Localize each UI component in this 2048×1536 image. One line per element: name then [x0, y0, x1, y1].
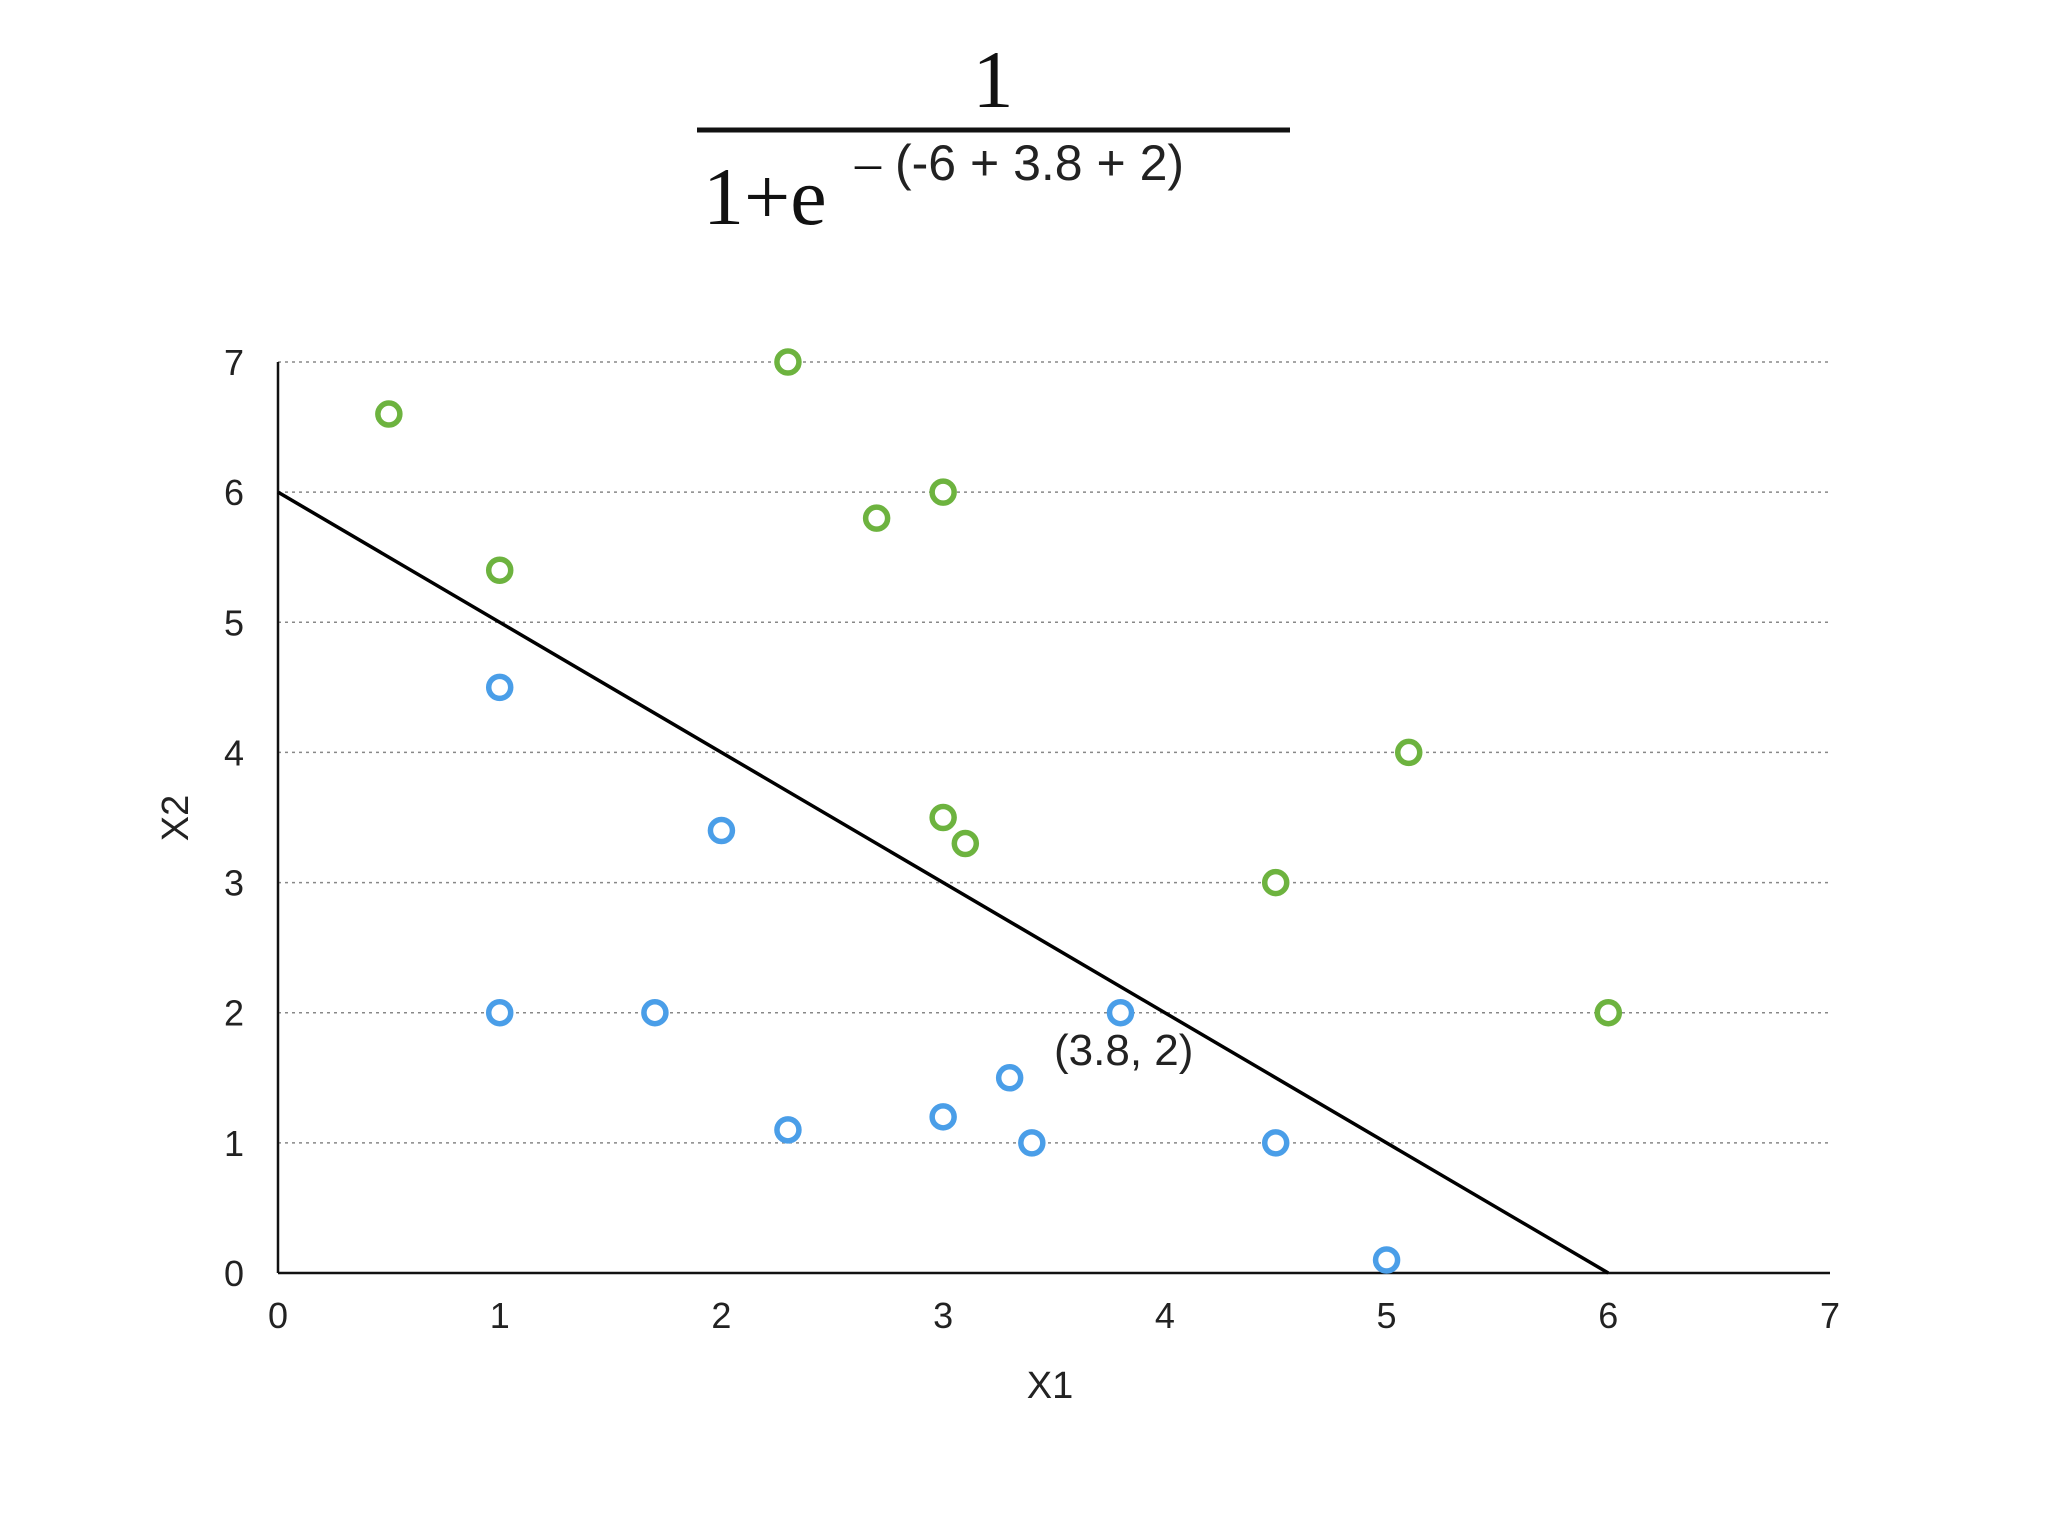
x-axis-label: X1 — [1027, 1365, 1073, 1407]
formula: 1 1+e – (-6 + 3.8 + 2) — [697, 34, 1290, 242]
formula-denominator-base: 1+e — [703, 151, 827, 242]
data-point — [929, 803, 957, 832]
data-point — [862, 504, 891, 532]
y-tick-label: 1 — [224, 1123, 244, 1164]
annotations: (3.8, 2) — [1054, 1026, 1193, 1075]
decision-line — [277, 490, 1610, 1275]
y-tick-label: 2 — [224, 993, 244, 1034]
y-axis-label: X2 — [155, 795, 197, 841]
data-point — [951, 829, 980, 858]
data-point — [1261, 868, 1290, 897]
x-tick-label: 6 — [1598, 1295, 1618, 1336]
data-point — [485, 673, 514, 702]
x-tick-label: 0 — [268, 1295, 288, 1336]
decision-boundary — [277, 490, 1610, 1275]
formula-numerator: 1 — [973, 34, 1014, 125]
data-point — [1594, 998, 1623, 1027]
y-tick-label: 7 — [224, 342, 244, 383]
data-point — [1018, 1129, 1046, 1157]
data-point — [774, 1116, 802, 1144]
x-tick-label: 5 — [1377, 1295, 1397, 1336]
y-tick-label: 3 — [224, 863, 244, 904]
data-points — [375, 348, 1623, 1274]
data-point — [995, 1064, 1024, 1092]
data-point — [375, 400, 403, 428]
formula-exponent-sign: – — [854, 135, 882, 192]
data-point — [485, 556, 514, 584]
data-point — [1394, 738, 1423, 767]
data-point — [1372, 1246, 1401, 1274]
data-point — [929, 478, 957, 506]
y-tick-label: 4 — [224, 732, 244, 773]
scatter-chart: 0 1 2 3 4 5 6 7 0 1 2 3 4 5 6 7 X1 X2 (3.8, 2) — [155, 342, 1840, 1407]
data-point — [1261, 1129, 1290, 1157]
data-point — [1106, 998, 1135, 1027]
x-tick-label: 3 — [933, 1295, 953, 1336]
x-tick-label: 2 — [711, 1295, 731, 1336]
formula-exponent: (-6 + 3.8 + 2) — [895, 135, 1184, 191]
data-point — [707, 816, 736, 845]
point-annotation: (3.8, 2) — [1054, 1026, 1193, 1075]
x-tick-label: 4 — [1155, 1295, 1175, 1336]
x-tick-label: 7 — [1820, 1295, 1840, 1336]
x-tick-label: 1 — [490, 1295, 510, 1336]
y-tick-label: 5 — [224, 602, 244, 643]
y-tick-label: 6 — [224, 472, 244, 513]
tick-labels: 0 1 2 3 4 5 6 7 0 1 2 3 4 5 6 7 — [224, 342, 1840, 1336]
axes — [276, 362, 1830, 1275]
data-point — [641, 998, 669, 1027]
data-point — [774, 348, 802, 376]
data-point — [929, 1103, 957, 1131]
y-tick-label: 0 — [224, 1253, 244, 1294]
data-point — [485, 998, 514, 1027]
